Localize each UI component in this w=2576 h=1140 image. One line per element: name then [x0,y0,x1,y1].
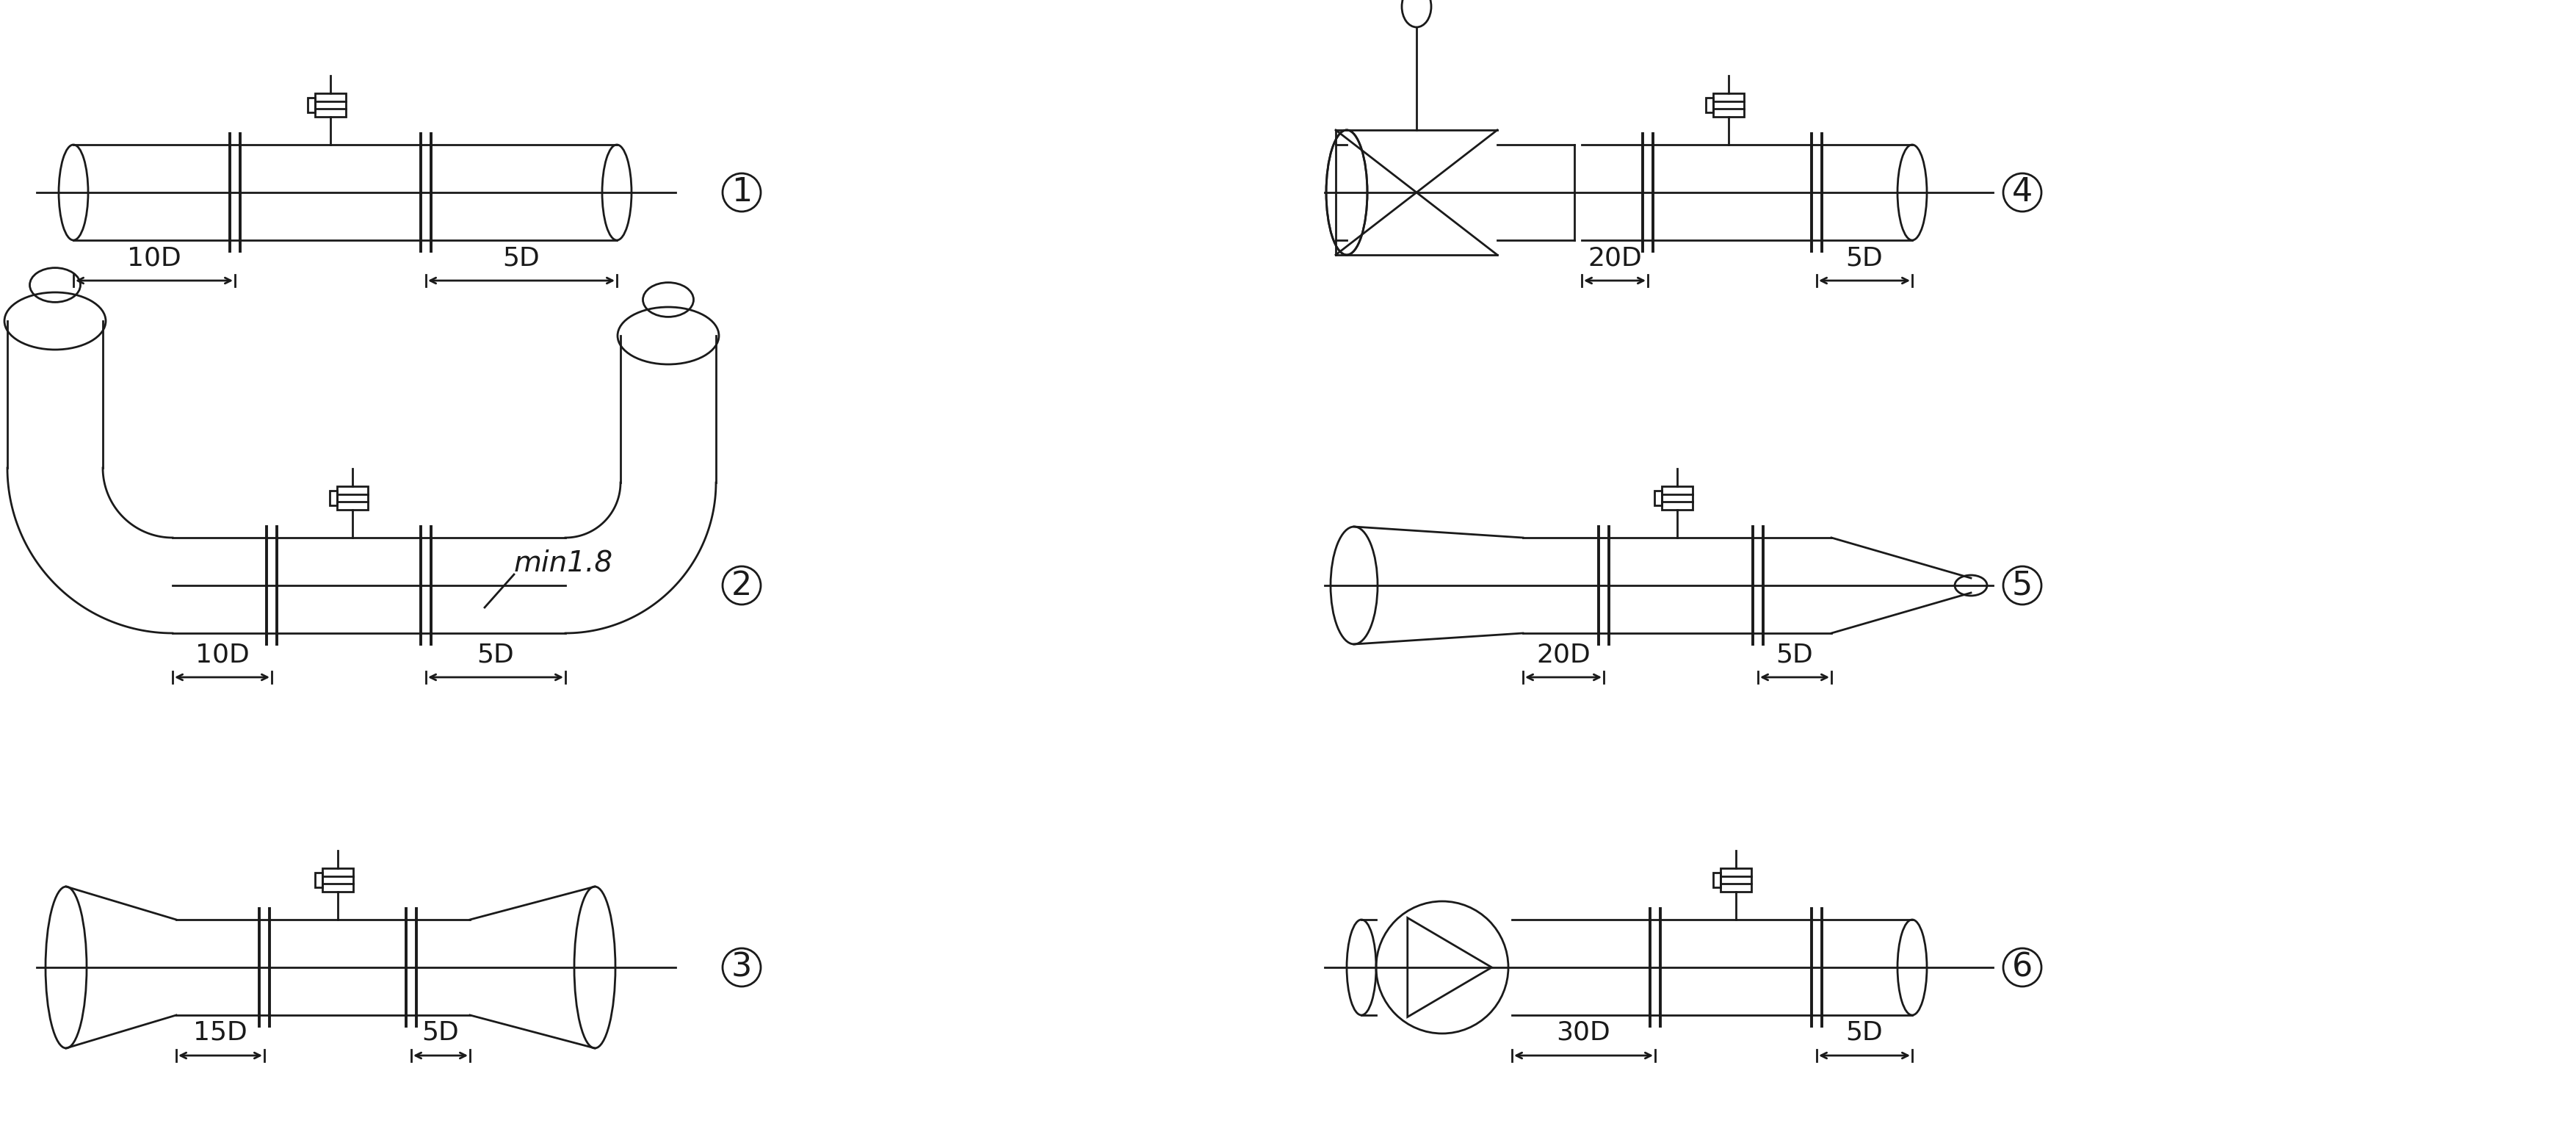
Bar [1654,491,1662,505]
Text: 2: 2 [732,570,752,601]
Bar [322,869,353,891]
Text: 30D: 30D [1556,1020,1610,1045]
Bar [1713,873,1721,887]
Text: 5D: 5D [1847,1020,1883,1045]
Bar [1721,869,1752,891]
Text: min1.8: min1.8 [515,549,613,577]
Text: 1: 1 [732,177,752,209]
Text: 5D: 5D [422,1020,459,1045]
Text: 5D: 5D [1775,642,1814,667]
Bar [314,873,322,887]
Bar [1662,487,1692,510]
Text: 10D: 10D [126,245,180,270]
Text: 3: 3 [732,952,752,983]
Bar [307,98,314,112]
Text: 20D: 20D [1587,245,1641,270]
Text: 15D: 15D [193,1020,247,1045]
Text: 5D: 5D [477,642,515,667]
Bar [1705,98,1713,112]
Bar [330,491,337,505]
Text: 5: 5 [2012,570,2032,601]
Bar [314,93,345,116]
Text: 4: 4 [2012,177,2032,209]
Text: 6: 6 [2012,952,2032,983]
Bar [1713,93,1744,116]
Text: 5D: 5D [502,245,541,270]
Bar [337,487,368,510]
Text: 10D: 10D [196,642,250,667]
Text: 20D: 20D [1535,642,1589,667]
Text: 5D: 5D [1847,245,1883,270]
